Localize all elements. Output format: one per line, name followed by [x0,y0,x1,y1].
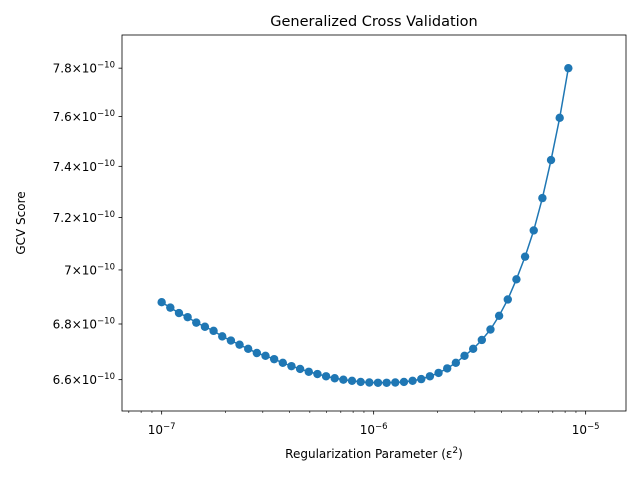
data-point [166,303,175,312]
data-point [564,63,573,73]
data-point [443,364,452,373]
y-tick-label: 7.6×10−10 [53,109,115,124]
y-tick-label: 7.8×10−10 [53,61,115,76]
data-point [486,325,495,334]
x-tick-label: 10−7 [148,422,176,437]
data-point [494,311,504,320]
data-point [330,374,339,383]
y-tick-label: 7×10−10 [64,262,115,277]
x-axis-ticks: 10−7 10−6 10−5 [128,411,600,437]
y-tick-label: 6.6×10−10 [53,372,115,387]
data-point [408,376,417,385]
data-point [313,369,322,379]
data-point [261,351,270,360]
data-point [226,336,236,345]
data-point [417,374,426,384]
data-point [460,351,469,360]
data-point [183,312,192,322]
data-point [520,252,530,261]
data-point [321,372,331,381]
data-point [555,113,564,123]
x-tick-label: 10−6 [360,422,388,437]
data-point [425,372,435,381]
y-tick-label: 7.2×10−10 [53,210,115,225]
data-point [382,378,391,387]
data-point [399,377,409,387]
data-point [391,378,400,387]
data-point [529,226,538,235]
data-point [347,376,357,385]
data-point [235,340,244,349]
data-point [373,378,383,387]
data-point [269,354,279,364]
data-point [252,348,262,358]
data-point [192,318,201,327]
data-point [356,377,365,387]
y-axis-ticks: 6.6×10−10 6.8×10−10 7×10−10 7.2×10−10 7.4×10… [53,61,122,387]
data-point [512,275,521,284]
data-point [278,358,287,367]
y-tick-label: 7.4×10−10 [53,159,115,174]
data-point [200,322,210,331]
data-point [365,378,374,387]
data-point [546,155,556,165]
x-axis-label: Regularization Parameter (ε2) [285,446,463,461]
x-tick-label: 10−5 [572,422,600,437]
axes-frame [121,34,627,412]
plot-area [157,63,573,387]
data-point [434,368,443,378]
data-point [209,326,218,336]
y-tick-label: 6.8×10−10 [53,316,115,331]
y-axis-label: GCV Score [14,191,28,254]
data-point [295,364,305,374]
data-point [339,375,348,384]
data-point [174,308,184,318]
data-point [503,295,512,304]
data-point [538,193,547,203]
data-point [468,344,478,354]
data-point [218,332,227,341]
data-point [243,344,253,354]
chart-title: Generalized Cross Validation [270,14,477,30]
data-point [304,367,313,376]
data-point [451,358,461,367]
data-point [157,297,166,307]
data-point [477,335,487,345]
data-point [287,361,296,371]
